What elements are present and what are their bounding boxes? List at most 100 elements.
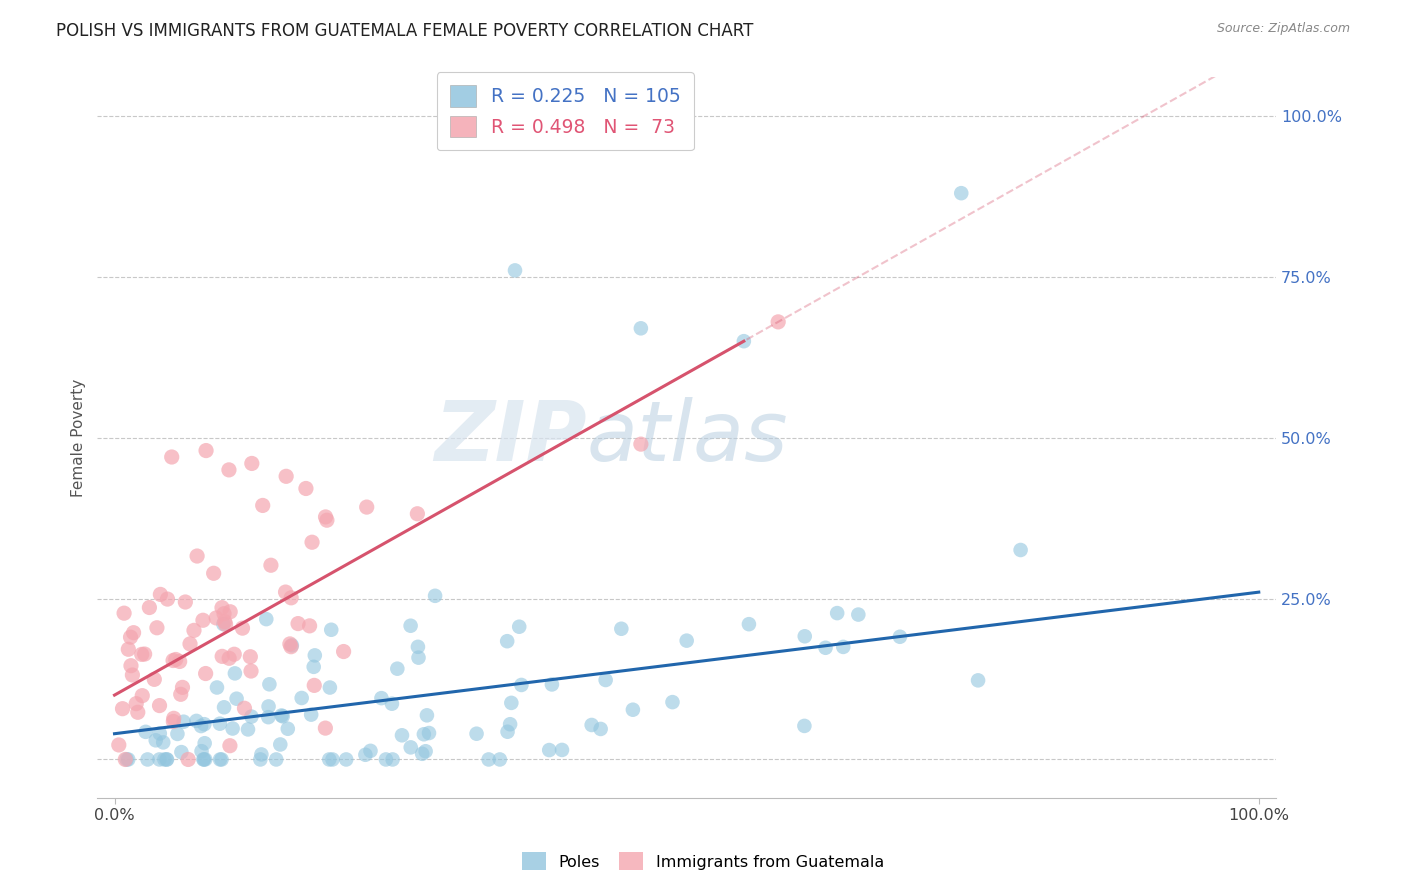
Point — [143, 673, 166, 687]
Point — [416, 708, 439, 723]
Point — [269, 738, 291, 752]
Point — [489, 752, 512, 766]
Point — [149, 726, 172, 740]
Point — [125, 697, 148, 711]
Point — [190, 744, 212, 758]
Point — [260, 558, 283, 573]
Point — [418, 726, 440, 740]
Point — [814, 640, 837, 655]
Point — [280, 640, 302, 654]
Text: Source: ZipAtlas.com: Source: ZipAtlas.com — [1216, 22, 1350, 36]
Point — [766, 315, 789, 329]
Point — [236, 723, 259, 737]
Point — [335, 752, 357, 766]
Point — [194, 736, 217, 750]
Point — [503, 263, 526, 277]
Point — [846, 607, 869, 622]
Point — [233, 701, 256, 715]
Legend: Poles, Immigrants from Guatemala: Poles, Immigrants from Guatemala — [516, 846, 890, 877]
Point — [315, 510, 337, 524]
Point — [967, 673, 990, 688]
Point — [209, 752, 232, 766]
Point — [169, 655, 191, 669]
Point — [252, 499, 274, 513]
Point — [219, 605, 242, 619]
Point — [107, 738, 129, 752]
Point — [406, 640, 429, 654]
Point — [950, 186, 973, 201]
Point — [177, 752, 200, 766]
Point — [152, 735, 174, 749]
Point — [793, 629, 815, 643]
Point — [318, 752, 340, 766]
Point — [172, 681, 194, 695]
Point — [225, 691, 247, 706]
Point — [314, 721, 336, 735]
Point — [219, 739, 242, 753]
Point — [254, 612, 277, 626]
Point — [173, 714, 195, 729]
Point — [127, 706, 149, 720]
Point — [148, 698, 170, 713]
Point — [1010, 543, 1032, 558]
Text: ZIP: ZIP — [434, 397, 586, 478]
Point — [135, 724, 157, 739]
Point — [412, 727, 434, 741]
Point — [214, 617, 236, 632]
Point — [825, 606, 848, 620]
Point — [148, 752, 170, 766]
Point — [499, 717, 522, 731]
Point — [832, 640, 855, 654]
Point — [131, 648, 153, 662]
Point — [211, 752, 233, 766]
Point — [191, 613, 214, 627]
Point — [630, 437, 652, 451]
Point — [733, 334, 755, 348]
Point — [381, 697, 404, 711]
Point — [332, 644, 354, 658]
Point — [250, 747, 273, 762]
Point — [211, 649, 233, 664]
Point — [630, 321, 652, 335]
Point — [319, 681, 342, 695]
Point — [218, 651, 240, 665]
Point — [193, 717, 215, 731]
Text: atlas: atlas — [586, 397, 789, 478]
Point — [190, 719, 212, 733]
Point — [280, 591, 302, 605]
Point — [111, 701, 134, 715]
Point — [120, 630, 142, 644]
Point — [163, 711, 186, 725]
Point — [508, 620, 530, 634]
Point — [399, 618, 422, 632]
Point — [287, 616, 309, 631]
Point — [193, 752, 215, 766]
Point — [610, 622, 633, 636]
Point — [541, 677, 564, 691]
Point — [661, 695, 683, 709]
Legend: R = 0.225   N = 105, R = 0.498   N =  73: R = 0.225 N = 105, R = 0.498 N = 73 — [437, 72, 695, 151]
Point — [166, 727, 188, 741]
Point — [212, 700, 235, 714]
Point — [193, 752, 215, 766]
Point — [496, 724, 519, 739]
Point — [302, 660, 325, 674]
Point — [240, 457, 263, 471]
Point — [212, 617, 235, 632]
Point — [277, 722, 299, 736]
Point — [156, 752, 179, 766]
Point — [134, 647, 156, 661]
Point — [399, 740, 422, 755]
Point — [496, 634, 519, 648]
Point — [170, 745, 193, 759]
Point — [170, 687, 193, 701]
Point — [145, 733, 167, 747]
Point — [117, 642, 139, 657]
Point — [221, 722, 243, 736]
Point — [257, 710, 280, 724]
Point — [538, 743, 561, 757]
Point — [304, 648, 326, 663]
Point — [301, 535, 323, 549]
Point — [120, 658, 142, 673]
Point — [195, 443, 218, 458]
